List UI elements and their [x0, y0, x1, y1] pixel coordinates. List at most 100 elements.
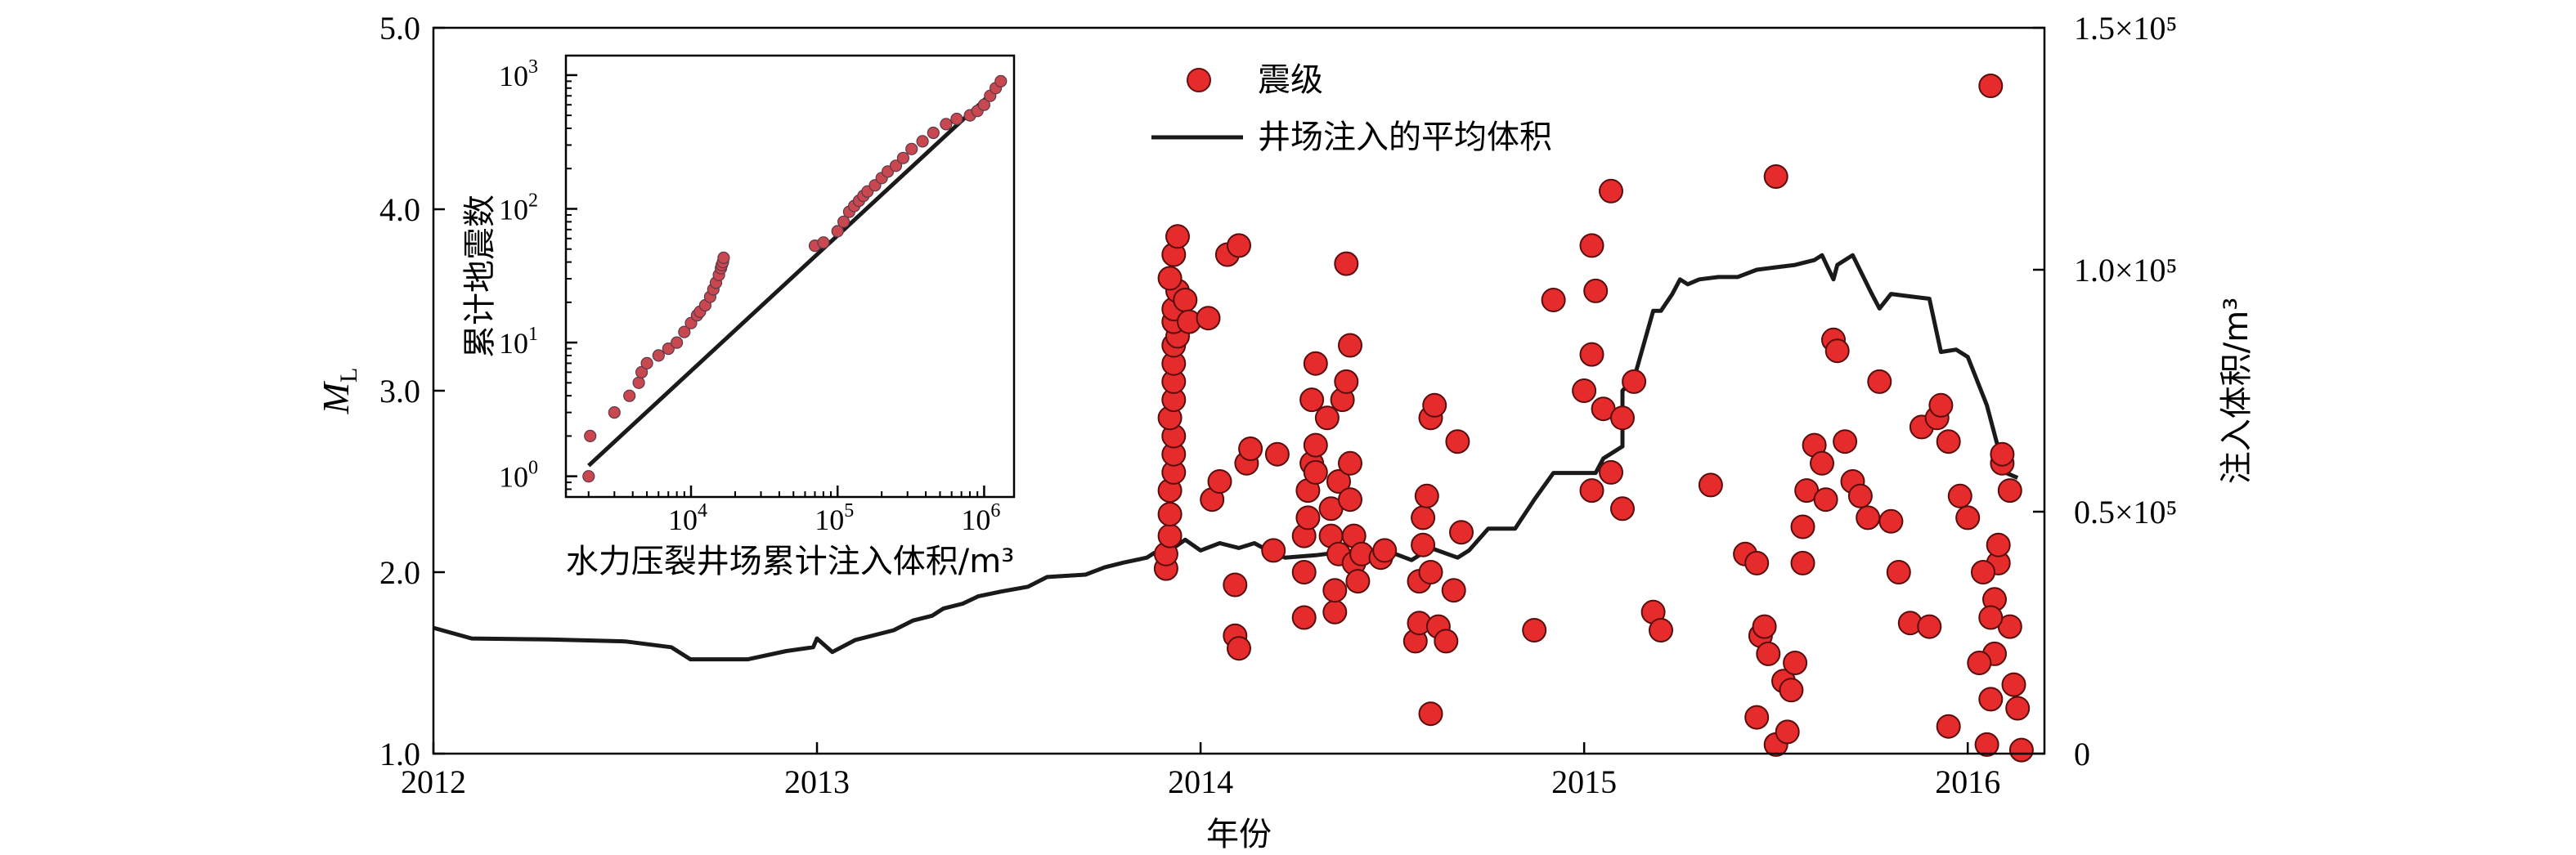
inset-background	[566, 56, 1014, 497]
x-tick-label: 2016	[1935, 763, 2000, 800]
injection-volume-line	[433, 253, 2019, 662]
magnitude-point	[1338, 487, 1362, 513]
magnitude-point	[1303, 351, 1328, 376]
magnitude-point	[1322, 599, 1348, 624]
magnitude-point	[1157, 266, 1183, 291]
magnitude-point	[1414, 483, 1439, 508]
main-magnitude-point-layer	[1153, 74, 2034, 763]
magnitude-point	[1223, 572, 1248, 598]
magnitude-point	[1314, 405, 1340, 431]
inset-point	[584, 429, 597, 443]
inset-point	[662, 342, 675, 356]
y-left-tick-label: 1.0	[379, 736, 420, 772]
magnitude-point	[1422, 392, 1447, 418]
y-right-tick-label: 0.5×10⁵	[2074, 494, 2178, 530]
inset-point	[582, 470, 595, 483]
magnitude-point	[1449, 520, 1474, 545]
magnitude-point	[1947, 483, 1972, 508]
inset-y-tick-label: 102	[499, 190, 538, 226]
magnitude-point	[1978, 605, 2004, 630]
legend-label-injection: 井场注入的平均体积	[1258, 119, 1552, 156]
inset-point	[635, 365, 648, 378]
x-tick-label: 2013	[784, 763, 850, 800]
magnitude-point	[1345, 569, 1371, 594]
magnitude-point	[1971, 560, 1995, 584]
magnitude-point	[1856, 505, 1881, 530]
magnitude-point	[1157, 502, 1183, 526]
magnitude-point	[1928, 392, 1954, 418]
inset-point	[652, 349, 665, 362]
inset-y-tick-label: 100	[499, 458, 538, 494]
magnitude-point	[1165, 224, 1190, 249]
inset-point	[950, 112, 963, 126]
inset-point	[940, 118, 953, 131]
inset-point	[608, 406, 621, 419]
magnitude-point	[1763, 164, 1788, 189]
main-injection-line-layer	[433, 253, 2019, 662]
magnitude-point	[1974, 732, 1999, 757]
x-axis-title: 年份	[1206, 816, 1272, 853]
magnitude-point	[1291, 560, 1317, 584]
magnitude-point	[1997, 478, 2022, 504]
inset-y-tick-base: 10	[499, 461, 528, 494]
magnitude-point	[1334, 251, 1359, 276]
magnitude-point	[1622, 369, 1647, 394]
inset-fit-line-layer	[587, 83, 1003, 468]
inset-y-tick-exponent: 2	[528, 190, 538, 211]
inset-x-tick-exponent: 6	[990, 500, 1000, 522]
magnitude-point	[1917, 614, 1942, 639]
magnitude-point	[1744, 705, 1770, 730]
inset-y-axis-title: 累计地震数	[461, 195, 499, 358]
magnitude-point	[1955, 505, 1981, 530]
magnitude-point	[1790, 514, 1815, 539]
magnitude-point	[1372, 538, 1398, 563]
inset-y-tick-exponent: 3	[528, 56, 538, 78]
magnitude-point	[1441, 578, 1466, 603]
magnitude-point	[1867, 369, 1892, 394]
magnitude-point	[1227, 233, 1251, 258]
magnitude-point	[1579, 342, 1604, 367]
inset-point	[889, 159, 903, 172]
legend-label-magnitude: 震级	[1258, 61, 1323, 99]
magnitude-point	[1752, 614, 1777, 639]
magnitude-point	[1599, 459, 1623, 485]
inset-y-tick-label: 101	[499, 324, 538, 360]
magnitude-point	[1173, 288, 1198, 312]
magnitude-point	[1936, 429, 1961, 454]
y-left-tick-label: 4.0	[379, 191, 420, 228]
inset-point	[837, 215, 850, 228]
magnitude-point	[1579, 478, 1604, 504]
inset-point	[670, 336, 684, 349]
magnitude-point	[1967, 651, 1992, 675]
y-left-tick-label: 2.0	[379, 554, 420, 591]
y-right-axis-title: 注入体积/m³	[2218, 298, 2255, 484]
magnitude-point	[1990, 441, 2015, 467]
y-left-tick-label: 3.0	[379, 373, 420, 410]
legend-marker-magnitude	[1187, 68, 1211, 92]
inset-x-axis-title: 水力压裂井场累计注入体积/m³	[566, 543, 1014, 580]
magnitude-point	[1411, 532, 1436, 557]
y-left-axis-title-main: M	[315, 380, 357, 414]
inset-x-tick-label: 104	[668, 500, 707, 536]
x-tick-label: 2015	[1551, 763, 1617, 800]
magnitude-point	[1322, 578, 1348, 603]
inset-y-tick-base: 10	[499, 193, 528, 226]
inset-point	[817, 236, 830, 249]
magnitude-point	[1610, 405, 1635, 431]
inset-point	[994, 74, 1008, 88]
inset-point-layer	[582, 74, 1008, 483]
y-left-tick-label: 5.0	[379, 10, 420, 47]
magnitude-point	[1299, 387, 1325, 413]
magnitude-point	[1326, 469, 1351, 494]
magnitude-point	[1338, 333, 1362, 358]
inset-y-tick-base: 10	[499, 327, 528, 360]
x-tick-label: 2012	[401, 763, 466, 800]
magnitude-point	[1886, 560, 1911, 584]
magnitude-point	[1824, 338, 1850, 364]
inset-x-tick-label: 106	[961, 500, 1000, 536]
y-left-axis-title-subscript: L	[335, 368, 362, 383]
magnitude-point	[1978, 687, 2004, 712]
magnitude-point	[1411, 505, 1436, 530]
